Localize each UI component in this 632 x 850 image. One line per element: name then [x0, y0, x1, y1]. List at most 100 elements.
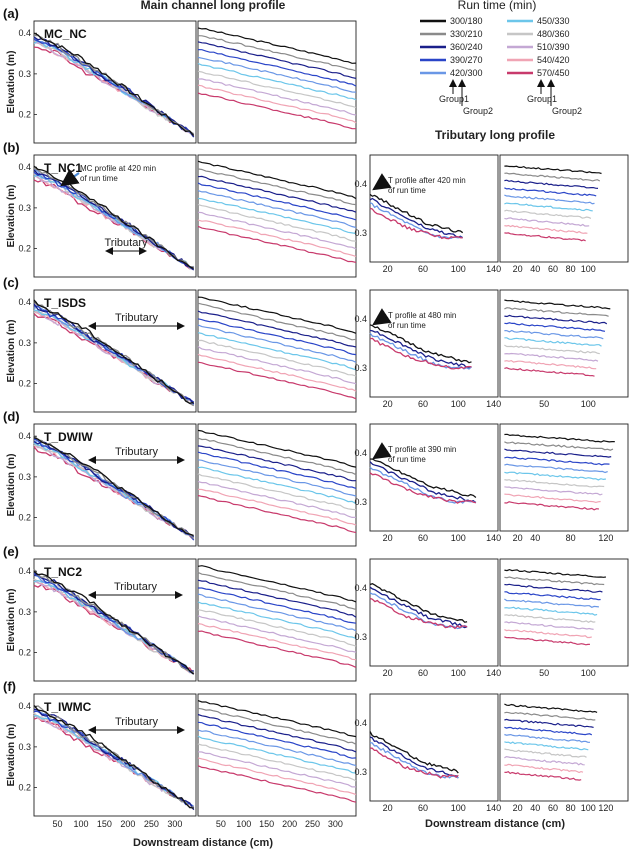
trib-offset-series-480-360-row3	[504, 344, 600, 355]
main-offset-series-450-330-row6	[197, 735, 357, 774]
tributary-range-label-3: Tributary	[115, 312, 158, 324]
main-offset-series-390-270-row1	[197, 49, 357, 87]
legend-label-390-270: 390/270	[450, 55, 483, 65]
offset-x-tick-250: 250	[305, 819, 320, 829]
main-offset-series-330-210-row5	[197, 571, 357, 611]
main-offset-series-330-210-row2	[197, 168, 357, 206]
offset-x-tick-100: 100	[236, 819, 251, 829]
trib-x-tick-20-row5: 20	[383, 668, 393, 678]
y-tick-0.2-row1: 0.2	[18, 110, 31, 120]
y-tick-0.4-row5: 0.4	[18, 566, 31, 576]
trib-offset-series-450-330-row4	[504, 471, 606, 481]
main-x-tick-250: 250	[144, 819, 159, 829]
trib-x-tick-100-row4: 100	[451, 533, 466, 543]
trib-annotation-line-1-row2: T profile after 420 min	[388, 176, 466, 185]
main-offset-series-360-240-row3	[197, 310, 357, 348]
trib-offset-series-540-420-row3	[504, 359, 597, 370]
trib-offset-series-390-270-row6	[504, 726, 593, 736]
trib-offset-series-330-210-row5	[504, 576, 605, 586]
trib-overlay-series-360-240-row3	[369, 329, 472, 369]
main-offset-series-480-360-row3	[197, 339, 357, 377]
trib-overlay-series-420-300-row3	[369, 332, 472, 370]
trib-offset-series-390-270-row5	[504, 591, 601, 601]
trib-x-tick-100-row6: 100	[451, 803, 466, 813]
y-axis-label-2: Elevation (m)	[6, 185, 17, 248]
trib-offset-x-tick-20-row2: 20	[513, 264, 523, 274]
main-offset-series-480-360-row6	[197, 743, 357, 782]
main-offset-series-300-180-row6	[197, 700, 357, 738]
trib-x-tick-100-row2: 100	[451, 264, 466, 274]
trib-x-tick-20-row6: 20	[383, 803, 393, 813]
trib-overlay-frame-6	[369, 693, 499, 802]
main-offset-series-450-330-row5	[197, 601, 357, 640]
trib-overlay-series-360-240-row2	[369, 197, 464, 239]
trib-offset-x-tick-40-row6: 40	[530, 803, 540, 813]
y-axis-label-5: Elevation (m)	[6, 589, 17, 652]
main-offset-series-510-390-row5	[197, 615, 357, 653]
main-offset-series-510-390-row1	[197, 78, 357, 116]
trib-x-tick-60-row3: 60	[418, 399, 428, 409]
main-offset-series-390-270-row2	[197, 182, 357, 221]
trib-offset-x-tick-100-row3: 100	[581, 399, 596, 409]
main-x-tick-150: 150	[97, 819, 112, 829]
panel-title-2: T_NC1	[44, 161, 82, 175]
trib-offset-x-tick-50-row5: 50	[539, 668, 549, 678]
trib-annotation-arrow-row2	[372, 173, 392, 191]
panel-row-3: (c) Elevation (m)0.2 0.3 0.4 T_ISDS Tributary…	[3, 275, 629, 413]
trib-x-tick-140-row2: 140	[486, 264, 501, 274]
legend-group2-right: Group2	[552, 106, 582, 116]
trib-x-tick-20-row3: 20	[383, 399, 393, 409]
trib-x-tick-140-row4: 140	[486, 533, 501, 543]
trib-x-tick-20-row2: 20	[383, 264, 393, 274]
offset-x-tick-50: 50	[216, 819, 226, 829]
panel-label-4: (d)	[3, 409, 20, 424]
trib-offset-series-300-180-row3	[504, 299, 611, 310]
legend-title: Run time (min)	[458, 0, 537, 12]
main-offset-series-480-360-row2	[197, 204, 357, 242]
trib-offset-series-420-300-row6	[504, 733, 590, 743]
trib-offset-series-510-390-row5	[504, 621, 594, 630]
trib-x-tick-60-row4: 60	[418, 533, 428, 543]
panel-title-6: T_IWMC	[44, 700, 92, 714]
y-tick-0.3-row2: 0.3	[18, 203, 31, 213]
trib-x-tick-100-row3: 100	[451, 399, 466, 409]
main-offset-series-480-360-row4	[197, 473, 357, 511]
legend: 300/180 330/210 360/240 390/270 420/300 450/3…	[420, 16, 570, 78]
trib-overlay-series-360-240-row5	[369, 586, 468, 629]
main-offset-series-450-330-row3	[197, 332, 357, 371]
main-offset-series-360-240-row1	[197, 41, 357, 79]
main-overlay-series-570-450-row3	[33, 313, 194, 403]
legend-label-540-420: 540/420	[537, 55, 570, 65]
trib-x-tick-20-row4: 20	[383, 533, 393, 543]
panel-label-6: (f)	[3, 679, 16, 694]
trib-annotation-line-2-row3: of run time	[388, 321, 426, 330]
trib-offset-series-480-360-row4	[504, 479, 605, 488]
legend-label-360-240: 360/240	[450, 42, 483, 52]
trib-overlay-series-570-450-row5	[369, 597, 468, 630]
offset-x-tick-200: 200	[282, 819, 297, 829]
trib-annotation-arrow-row3	[372, 308, 392, 326]
main-offset-series-570-450-row5	[197, 630, 357, 668]
trib-offset-x-tick-100-row2: 100	[581, 264, 596, 274]
panel-row-5: (e) Elevation (m)0.2 0.3 0.4 T_NC2 Tributary 0…	[3, 544, 629, 682]
trib-x-tick-60-row6: 60	[418, 803, 428, 813]
trib-offset-series-480-360-row5	[504, 614, 596, 623]
trib-overlay-series-300-180-row3	[369, 324, 472, 364]
panel-row-1: (a) Elevation (m)0.2 0.3 0.4 MC_NC	[3, 6, 357, 144]
trib-offset-x-tick-20-row6: 20	[513, 803, 523, 813]
main-offset-series-420-300-row1	[197, 56, 357, 93]
panel-row-2: (b) Elevation (m)0.2 0.3 0.4 T_NC1 Tributary M…	[3, 140, 629, 278]
trib-offset-series-450-330-row3	[504, 337, 602, 347]
tributary-range-label-4: Tributary	[115, 446, 158, 458]
legend-label-300-180: 300/180	[450, 16, 483, 26]
main-overlay-series-300-180-row3	[33, 299, 194, 404]
main-offset-series-420-300-row2	[197, 190, 357, 229]
legend-label-420-300: 420/300	[450, 68, 483, 78]
panel-title-3: T_ISDS	[44, 296, 86, 310]
trib-offset-series-420-300-row4	[504, 463, 608, 474]
main-offset-series-390-270-row6	[197, 721, 357, 759]
trib-overlay-series-570-450-row3	[369, 337, 472, 370]
panel-title-4: T_DWIW	[44, 430, 93, 444]
panel-label-5: (e)	[3, 544, 19, 559]
